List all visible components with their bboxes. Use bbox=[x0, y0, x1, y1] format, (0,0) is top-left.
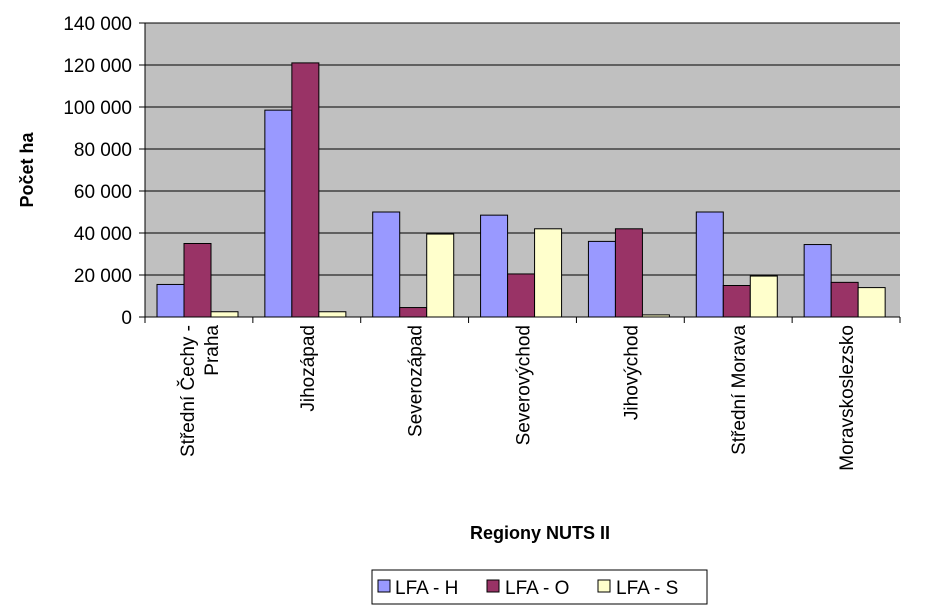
bar bbox=[372, 211, 401, 318]
x-tick-label: Moravskoslezsko bbox=[837, 325, 858, 471]
bar bbox=[318, 311, 347, 318]
x-tick-label-line: Severozápad bbox=[406, 325, 427, 437]
bar bbox=[587, 240, 616, 318]
bar bbox=[426, 233, 455, 318]
legend-swatch bbox=[597, 579, 611, 593]
y-tick-label: 0 bbox=[121, 308, 132, 329]
bar bbox=[614, 228, 643, 318]
y-tick-label: 40 000 bbox=[74, 224, 132, 245]
bar bbox=[722, 285, 751, 318]
x-tick-label-line: Praha bbox=[202, 325, 223, 376]
bar bbox=[830, 281, 859, 318]
legend-label: LFA - H bbox=[395, 578, 458, 599]
x-tick-labels: Střední Čechy - Praha Jihozápad Severozápad… bbox=[177, 325, 858, 471]
bars bbox=[156, 62, 886, 318]
bar bbox=[156, 283, 185, 318]
legend-swatch bbox=[486, 579, 500, 593]
bar bbox=[291, 62, 320, 318]
y-tick-label: 20 000 bbox=[74, 266, 132, 287]
x-tick-label: Jihozápad bbox=[298, 325, 319, 412]
x-tick-label-line: Moravskoslezsko bbox=[837, 325, 858, 471]
y-tick-label: 120 000 bbox=[63, 56, 132, 77]
bar bbox=[857, 287, 886, 318]
bar bbox=[534, 228, 563, 318]
bar bbox=[507, 273, 536, 318]
x-tick-label-line: Jihozápad bbox=[298, 325, 319, 412]
bar bbox=[803, 244, 832, 318]
plot-area bbox=[145, 23, 900, 317]
bar bbox=[749, 275, 778, 318]
x-tick-label: Jihovýchod bbox=[621, 325, 642, 420]
bar bbox=[210, 311, 239, 318]
bar bbox=[695, 211, 724, 318]
bar bbox=[480, 214, 509, 318]
bar bbox=[264, 109, 293, 318]
legend-label: LFA - O bbox=[505, 578, 569, 599]
x-tick-label: Střední Čechy - Praha bbox=[177, 325, 223, 457]
legend-swatch bbox=[377, 579, 391, 593]
x-tick-label: Severovýchod bbox=[514, 325, 535, 445]
y-axis-title: Počet ha bbox=[17, 132, 37, 208]
x-tick-label: Severozápad bbox=[406, 325, 427, 437]
bar bbox=[399, 307, 428, 318]
x-tick-label-line: Střední Čechy - bbox=[177, 325, 199, 457]
legend: LFA - H LFA - O LFA - S bbox=[371, 569, 708, 605]
y-tick-label: 100 000 bbox=[63, 98, 132, 119]
bar bbox=[183, 243, 212, 318]
legend-label: LFA - S bbox=[616, 578, 678, 599]
x-tick-label: Střední Morava bbox=[729, 325, 750, 455]
y-tick-label: 60 000 bbox=[74, 182, 132, 203]
y-tick-label: 80 000 bbox=[74, 140, 132, 161]
y-tick-label: 140 000 bbox=[63, 14, 132, 35]
x-tick-label-line: Severovýchod bbox=[514, 325, 535, 445]
legend-box bbox=[371, 569, 708, 605]
x-axis-title: Regiony NUTS II bbox=[470, 523, 610, 543]
x-tick-label-line: Střední Morava bbox=[729, 325, 750, 455]
axes bbox=[139, 22, 901, 323]
y-tick-labels: 0 20 000 40 000 60 000 80 000 100 000 120 000 1… bbox=[63, 14, 132, 329]
x-tick-label-line: Jihovýchod bbox=[621, 325, 642, 420]
